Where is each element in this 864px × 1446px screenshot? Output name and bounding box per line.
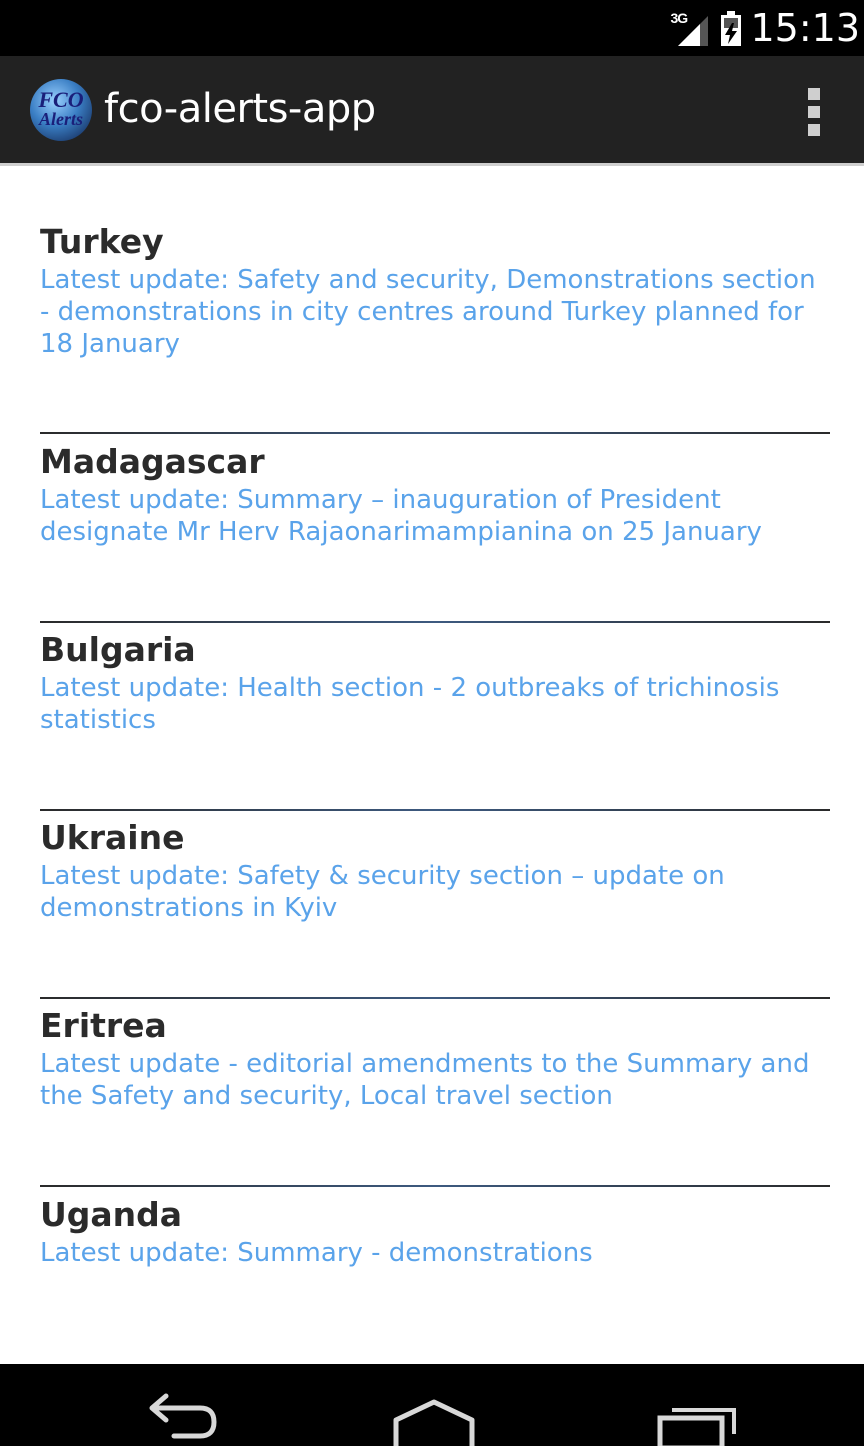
list-item-eritrea[interactable]: Eritrea Latest update - editorial amendm… — [40, 1006, 830, 1112]
alerts-list: Turkey Latest update: Safety and securit… — [0, 166, 864, 1364]
list-item-uganda[interactable]: Uganda Latest update: Summary - demonstr… — [40, 1195, 830, 1269]
signal-icon: 3G — [670, 8, 710, 48]
alert-country: Eritrea — [40, 1006, 167, 1045]
recent-apps-icon[interactable] — [646, 1382, 746, 1446]
alert-summary: Latest update: Summary - demonstrations — [40, 1238, 593, 1268]
action-bar: FCO Alerts fco-alerts-app — [0, 56, 864, 166]
home-icon[interactable] — [384, 1382, 484, 1446]
alert-country: Ukraine — [40, 818, 185, 857]
app-title: fco-alerts-app — [104, 86, 376, 132]
battery-icon — [720, 11, 742, 46]
status-clock: 15:13 — [750, 6, 860, 50]
list-item-ukraine[interactable]: Ukraine Latest update: Safety & security… — [40, 818, 830, 924]
app-logo-line2: Alerts — [38, 109, 83, 129]
list-item-madagascar[interactable]: Madagascar Latest update: Summary – inau… — [40, 442, 830, 548]
back-icon[interactable] — [130, 1382, 230, 1446]
list-item-turkey[interactable]: Turkey Latest update: Safety and securit… — [40, 222, 830, 360]
list-divider — [40, 1185, 830, 1187]
app-logo-icon[interactable]: FCO Alerts — [30, 79, 92, 141]
alert-summary: Latest update: Health section - 2 outbre… — [40, 673, 780, 735]
alert-summary: Latest update: Summary – inauguration of… — [40, 485, 762, 547]
overflow-menu-icon[interactable] — [796, 84, 832, 140]
alert-summary: Latest update - editorial amendments to … — [40, 1049, 810, 1111]
alert-country: Madagascar — [40, 442, 265, 481]
status-icons: 3G 15:13 — [670, 0, 860, 56]
alert-country: Uganda — [40, 1195, 183, 1234]
navigation-bar — [0, 1364, 864, 1446]
list-divider — [40, 809, 830, 811]
list-divider — [40, 997, 830, 999]
network-type-label: 3G — [670, 10, 688, 26]
alert-summary: Latest update: Safety and security, Demo… — [40, 265, 816, 359]
list-item-bulgaria[interactable]: Bulgaria Latest update: Health section -… — [40, 630, 830, 736]
status-bar: 3G 15:13 — [0, 0, 864, 56]
list-divider — [40, 621, 830, 623]
app-logo-line1: FCO — [38, 87, 84, 112]
alert-summary: Latest update: Safety & security section… — [40, 861, 725, 923]
alert-country: Bulgaria — [40, 630, 196, 669]
alert-country: Turkey — [40, 222, 164, 261]
list-divider — [40, 432, 830, 434]
